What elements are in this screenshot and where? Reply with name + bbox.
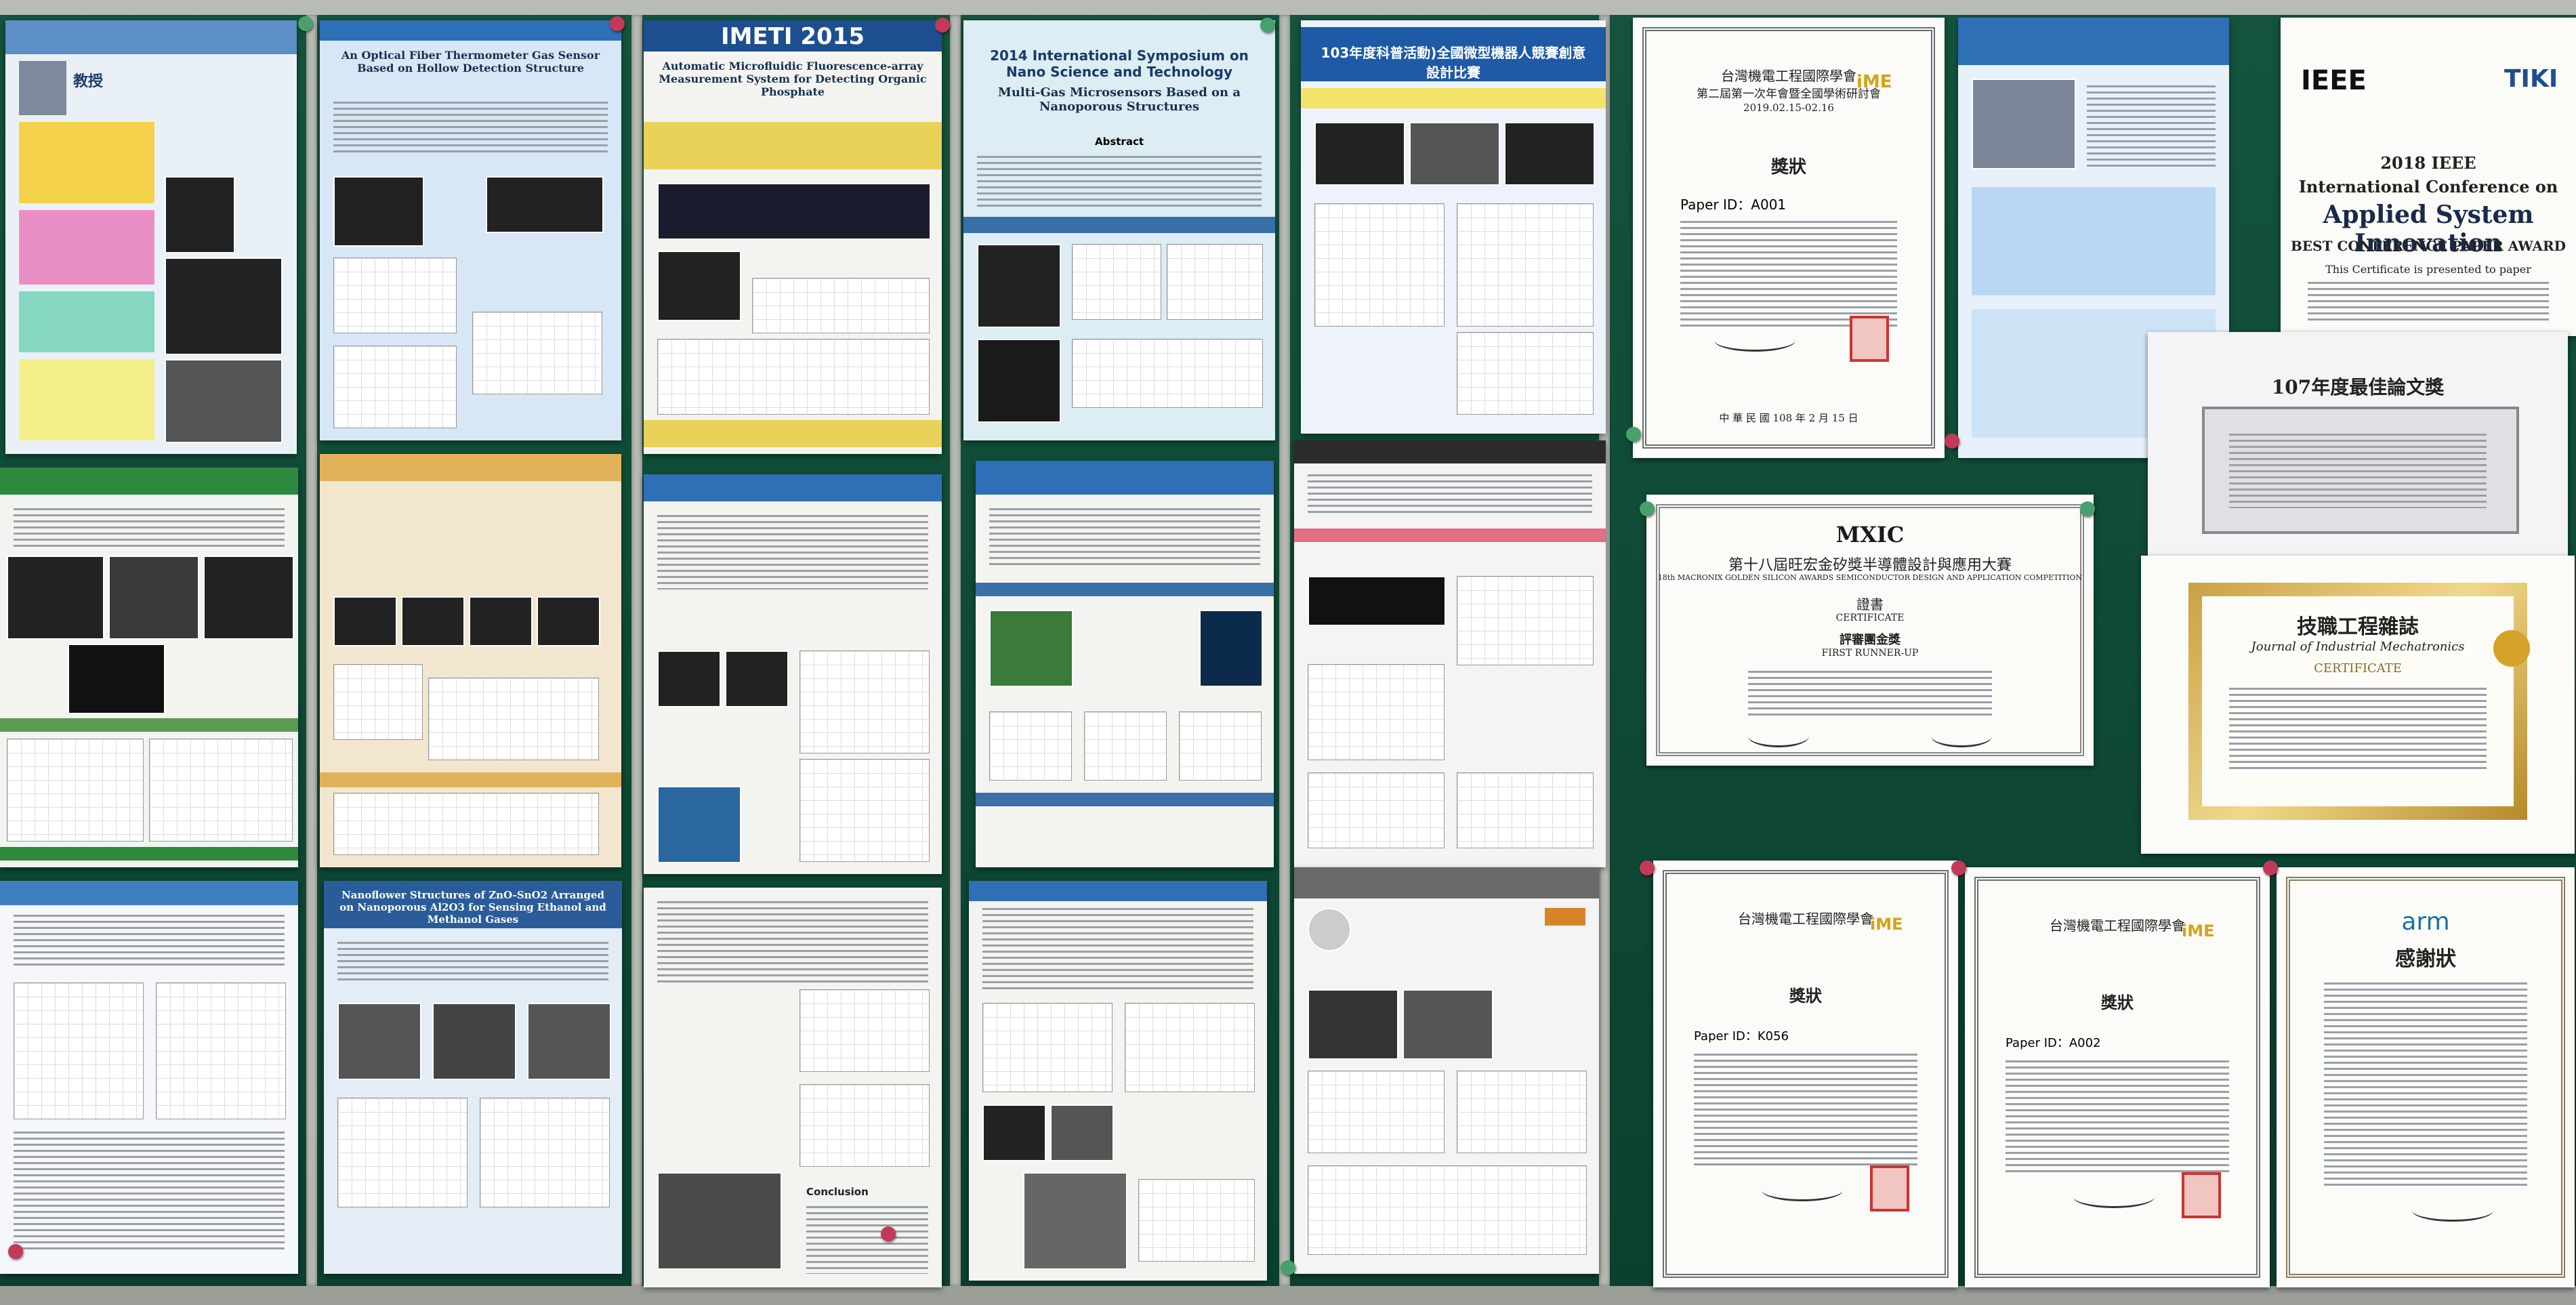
cert-award: BEST CONFERENCE PAPER AWARD	[2291, 238, 2566, 254]
push-pin	[1260, 18, 1275, 33]
board-divider	[631, 15, 642, 1286]
cert-line2: Applied System Innovation	[2323, 201, 2534, 257]
push-pin	[1945, 434, 1959, 449]
poster-multigas: 2014 International Symposium on Nano Sci…	[963, 20, 1275, 440]
cert-subtitle: 18th MACRONIX GOLDEN SILICON AWARDS SEMI…	[1657, 573, 2083, 582]
board-divider	[950, 15, 961, 1286]
poster-gas-sensor	[0, 881, 298, 1274]
poster-micro-robot: 103年度科普活動)全國微型機器人競賽創意設計比賽	[1301, 20, 1606, 434]
push-pin	[8, 1244, 23, 1259]
push-pin	[1640, 861, 1655, 875]
cert-presented: This Certificate is presented to paper	[2325, 263, 2531, 276]
certificate-ieee-icasi: IEEE TIKI 2018 IEEE International Confer…	[2281, 18, 2576, 336]
push-pin	[935, 18, 950, 33]
certificate-journal: 技職工程雜誌 Journal of Industrial Mechatronic…	[2141, 556, 2575, 854]
poster-title: An Optical Fiber Thermometer Gas Sensor …	[341, 49, 600, 75]
poster-motion-control	[1294, 440, 1606, 867]
mxic-logo: MXIC	[1835, 522, 1905, 547]
certificate-award-bottom-mid: 台灣機電工程國際學會 iME 獎狀 Paper ID：A002	[1965, 867, 2270, 1287]
push-pin	[2263, 861, 2278, 875]
poster-title: Nanoflower Structures of ZnO-SnO2 Arrang…	[339, 889, 606, 926]
push-pin	[298, 16, 313, 31]
push-pin	[1951, 861, 1966, 875]
ieee-logo: IEEE	[2301, 65, 2367, 96]
cert-dates: 2019.02.15-02.16	[1743, 102, 1834, 114]
cert-heading: 獎狀	[2101, 993, 2134, 1012]
cert-year: 2018 IEEE	[2380, 153, 2476, 173]
cert-heading: 獎狀	[1770, 157, 1806, 178]
cert-society: 台灣機電工程國際學會	[1738, 911, 1873, 927]
tiki-logo: TIKI	[2504, 65, 2558, 93]
poster-vibration	[1294, 867, 1599, 1274]
board-frame-top	[0, 0, 2576, 15]
cert-award-en: FIRST RUNNER-UP	[1821, 648, 1919, 659]
cert-heading: 證書	[1856, 596, 1884, 613]
push-pin	[881, 1226, 896, 1241]
cert-heading-en: CERTIFICATE	[1835, 613, 1905, 623]
poster-nanotube	[0, 468, 298, 867]
ime-logo: iME	[2182, 921, 2215, 940]
cert-paper-id: Paper ID：A001	[1680, 196, 1787, 213]
push-pin	[610, 16, 625, 31]
cert-paper-id: Paper ID：A002	[2006, 1036, 2101, 1050]
board-divider	[1279, 15, 1290, 1286]
poster-professor: 教授	[5, 20, 297, 454]
poster-imeti: IMETI 2015 Automatic Microfluidic Fluore…	[644, 20, 942, 454]
cert-award: 評審團金獎	[1840, 633, 1900, 647]
professor-label: 教授	[73, 73, 104, 90]
cert-heading: CERTIFICATE	[2314, 661, 2402, 676]
conclusion-heading: Conclusion	[806, 1186, 869, 1198]
poster-title: 103年度科普活動)全國微型機器人競賽創意設計比賽	[1321, 45, 1586, 81]
poster-mems	[320, 454, 621, 867]
push-pin	[1281, 1260, 1295, 1275]
imeti-banner: IMETI 2015	[720, 23, 865, 50]
poster-fiber-thermometer: An Optical Fiber Thermometer Gas Sensor …	[320, 20, 621, 440]
poster-zno-sno2: Nanoflower Structures of ZnO-SnO2 Arrang…	[324, 881, 622, 1274]
abstract-heading: Abstract	[1094, 136, 1144, 148]
poster-title: Automatic Microfluidic Fluorescence-arra…	[659, 60, 927, 98]
poster-pesticide	[644, 474, 942, 874]
certificate-award-bottom-left: 台灣機電工程國際學會 iME 獎狀 Paper ID：K056	[1653, 861, 1958, 1287]
poster-microsystem	[976, 461, 1274, 867]
cert-journal-title: 技職工程雜誌	[2297, 615, 2419, 639]
cert-paper-id: Paper ID：K056	[1694, 1029, 1789, 1043]
board-divider	[306, 15, 317, 1286]
push-pin	[1626, 427, 1641, 442]
push-pin	[1640, 501, 1655, 516]
cert-title: 第十八屆旺宏金矽獎半導體設計與應用大賽	[1728, 557, 2012, 574]
cert-heading: 獎狀	[1789, 986, 1822, 1006]
push-pin	[2080, 501, 2095, 516]
cert-heading: 感謝狀	[2395, 947, 2456, 971]
cert-line1: International Conference on	[2298, 177, 2558, 196]
cert-title: 107年度最佳論文獎	[2271, 376, 2445, 398]
cert-journal-en: Journal of Industrial Mechatronics	[2251, 640, 2465, 654]
certificate-best-paper-107: 107年度最佳論文獎	[2148, 332, 2568, 556]
board-frame-bottom	[0, 1286, 2576, 1305]
certificate-arm: arm 感謝狀	[2277, 867, 2575, 1287]
cert-conference: 第二屆第一次年會暨全國學術研討會	[1697, 87, 1881, 101]
certificate-mxic: MXIC 第十八屆旺宏金矽獎半導體設計與應用大賽 18th MACRONIX G…	[1646, 495, 2094, 766]
cert-society: 台灣機電工程國際學會	[1721, 68, 1856, 84]
poster-title: Multi-Gas Microsensors Based on a Nanopo…	[997, 85, 1241, 114]
cert-society: 台灣機電工程國際學會	[2050, 917, 2185, 934]
poster-header: 2014 International Symposium on Nano Sci…	[990, 47, 1249, 80]
arm-logo: arm	[2401, 908, 2450, 936]
poster-sensor-array: Conclusion	[644, 888, 942, 1287]
certificate-award-top: 台灣機電工程國際學會 第二屆第一次年會暨全國學術研討會 2019.02.15-0…	[1633, 18, 1945, 458]
ime-logo: iME	[1856, 72, 1892, 92]
cert-date: 中 華 民 國 108 年 2 月 15 日	[1719, 412, 1858, 424]
ime-logo: iME	[1870, 915, 1903, 934]
poster-instrument	[969, 881, 1267, 1281]
